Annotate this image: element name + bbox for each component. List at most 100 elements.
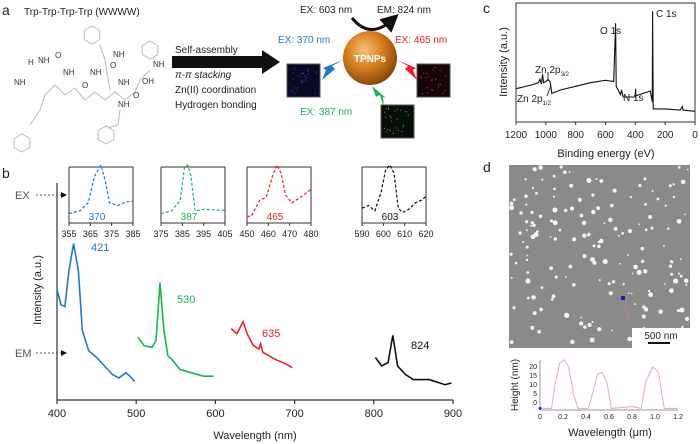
nanoparticle — [651, 190, 654, 193]
d-xlabel: Wavelength (μm) — [568, 427, 652, 439]
fluorescence-dot — [292, 78, 294, 80]
scale-bar-label: 500 nm — [644, 331, 677, 342]
c-x-tick-label: 400 — [627, 130, 644, 141]
atom-label: O — [133, 91, 139, 100]
atom-label: NH — [153, 60, 165, 69]
fluorescence-dot — [307, 73, 309, 76]
nanoparticle — [533, 232, 539, 238]
nanoparticle — [612, 188, 617, 193]
nanoparticle — [640, 246, 645, 251]
fluorescence-dot — [425, 77, 427, 79]
nanoparticle — [525, 278, 531, 284]
nanoparticle — [526, 271, 530, 274]
fluorescence-dot — [293, 87, 295, 89]
fluorescence-dot — [291, 91, 293, 93]
emission-peak-label: 635 — [262, 328, 280, 340]
nanoparticle — [538, 165, 543, 170]
nanoparticle — [592, 244, 596, 248]
fluorescence-dot — [396, 108, 398, 111]
fluorescence-dot — [426, 87, 428, 89]
nanoparticle — [564, 312, 570, 318]
nanoparticle — [638, 183, 642, 188]
fluorescence-dot — [439, 83, 441, 85]
nanoparticle — [677, 272, 681, 275]
nanoparticle — [591, 193, 595, 197]
nanoparticle — [683, 278, 689, 283]
nanoparticle — [591, 320, 594, 323]
nanoparticle — [634, 303, 637, 306]
fluorescence-dot — [420, 77, 422, 79]
nanoparticle — [532, 311, 537, 316]
b-x-tick-label: 800 — [365, 408, 383, 420]
process-step: Self-assembly — [175, 45, 238, 56]
c-x-tick-label: 1000 — [535, 130, 558, 141]
molecule-structure — [13, 25, 159, 153]
fluorescence-dot — [426, 72, 428, 74]
d-x-tick-label: 0.4 — [581, 414, 591, 421]
d-y-tick-label: 10 — [529, 382, 537, 389]
fluorescence-dot — [307, 68, 309, 70]
nanoparticle — [611, 329, 613, 332]
fluorescence-dot — [404, 111, 406, 113]
atom-label: OH — [142, 77, 154, 86]
em-824-label: EM: 824 nm — [377, 5, 431, 16]
nanoparticle — [519, 211, 523, 215]
emission-peak-label: 421 — [91, 242, 109, 254]
nanoparticle — [686, 168, 689, 171]
nanoparticle — [648, 214, 653, 219]
scale-bar-box — [632, 328, 690, 348]
process-step: Hydrogen bonding — [175, 100, 257, 111]
fluorescence-dot — [406, 111, 408, 113]
atom-label: NH — [118, 78, 130, 87]
inset-tick-label: 620 — [418, 229, 433, 239]
inset-tick-label: 385 — [125, 229, 140, 239]
nanoparticle — [670, 272, 674, 276]
atom-label: NH — [38, 56, 50, 65]
fluorescence-dot — [387, 107, 390, 109]
fluorescence-dot — [392, 132, 394, 134]
c1s-annotation: C 1s — [656, 9, 677, 20]
fluorescence-dot — [442, 92, 444, 94]
fluorescence-dot — [294, 93, 296, 95]
excitation-peak-label: 465 — [267, 212, 284, 223]
nanoparticle — [627, 253, 629, 256]
fluorescence-dot — [401, 130, 403, 133]
fluorescence-dot — [291, 90, 293, 92]
nanoparticle — [684, 213, 687, 216]
inset-tick-label: 460 — [261, 229, 276, 239]
fluorescence-dot — [294, 67, 296, 69]
d-y-tick-label: 15 — [529, 373, 537, 380]
fluorescence-dot — [387, 108, 390, 110]
b-xlabel: Wavelength (nm) — [213, 430, 296, 442]
c-x-tick-label: 600 — [597, 130, 614, 141]
atom-label: H — [28, 58, 34, 67]
nanoparticle — [642, 305, 646, 309]
excitation-curve-370 — [68, 163, 134, 215]
sem-image — [509, 165, 690, 348]
nanoparticle — [554, 275, 558, 279]
nanoparticle — [531, 295, 536, 300]
nanoparticle — [509, 205, 515, 211]
process-step: Zn(II) coordination — [175, 85, 256, 96]
ex-387-label: EX: 387 nm — [300, 107, 352, 118]
nanoparticle — [647, 289, 651, 293]
c-x-tick-label: 200 — [657, 130, 674, 141]
d-x-tick-label: 0.6 — [604, 414, 614, 421]
nanoparticle — [570, 339, 575, 345]
panel-label-c: c — [483, 0, 490, 16]
nanoparticle — [551, 294, 556, 299]
nanoparticle — [607, 282, 611, 286]
atom-label: O — [55, 51, 61, 60]
nanoparticle — [622, 283, 625, 286]
fluorescence-dot — [302, 72, 304, 74]
nanoparticle — [514, 261, 518, 265]
green-fluorescence-image — [380, 104, 415, 139]
fluorescence-dot — [304, 75, 306, 77]
fluorescence-dot — [437, 86, 440, 88]
d-ylabel: Height (nm) — [510, 359, 521, 411]
leader-line — [546, 84, 552, 97]
nanoparticle — [525, 203, 528, 206]
fluorescence-dot — [431, 68, 433, 71]
